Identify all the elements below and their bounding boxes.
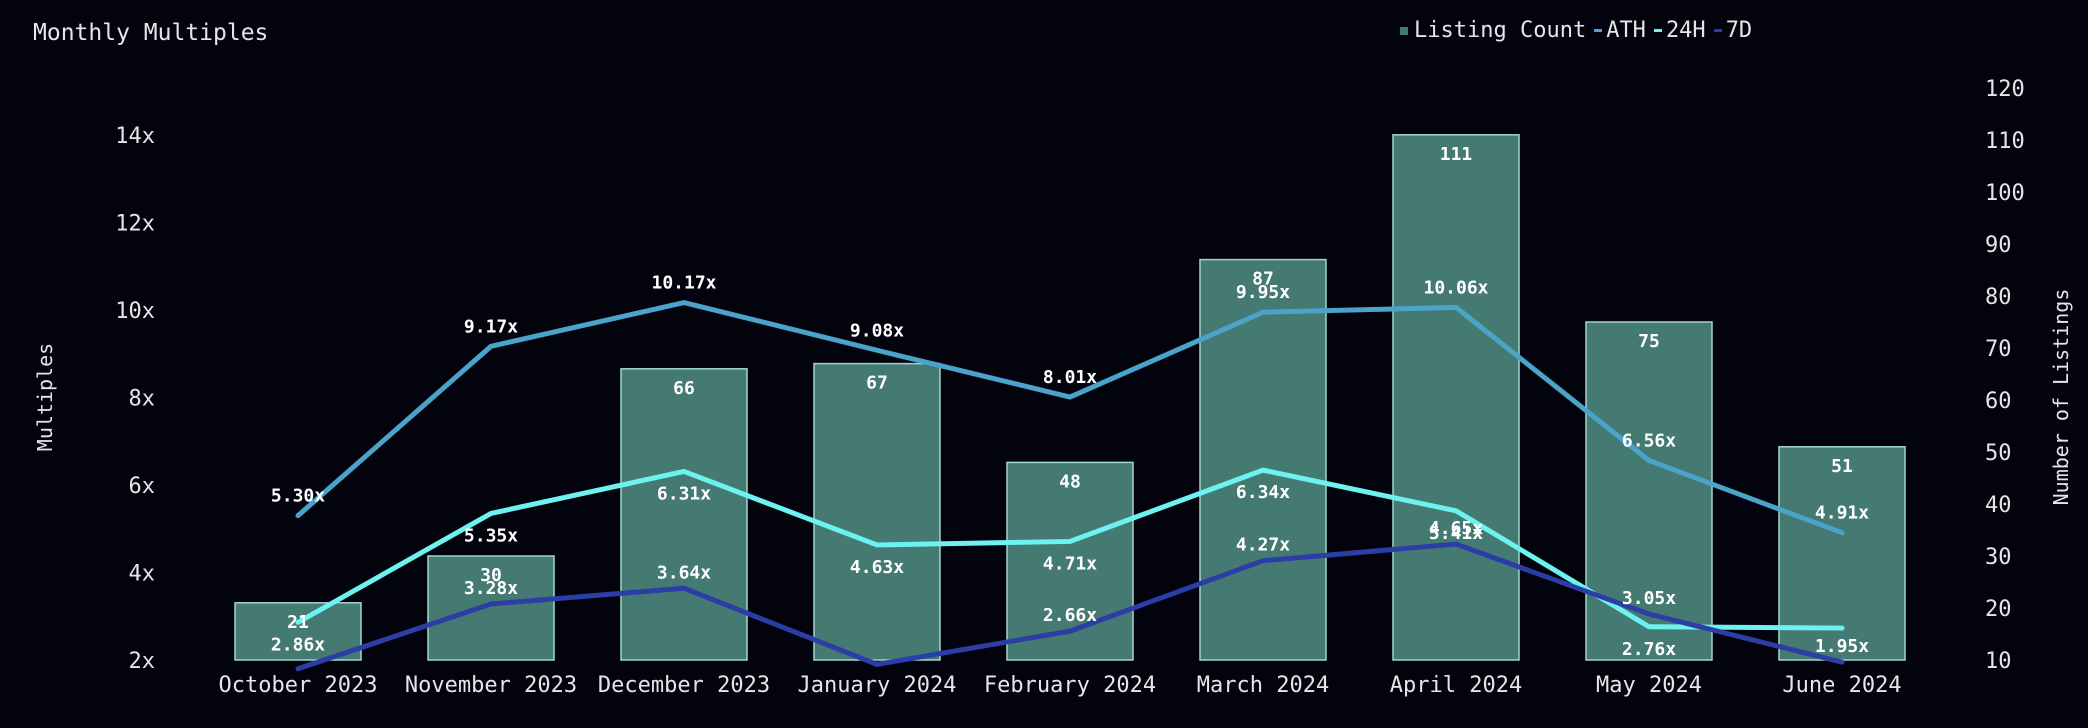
line-value-label-ath: 5.30x xyxy=(271,486,325,507)
legend-item-7d[interactable]: 7D xyxy=(1713,18,1753,43)
bar-4[interactable] xyxy=(1006,461,1134,661)
line-value-label-7d: 3.05x xyxy=(1622,588,1676,609)
legend-label: ATH xyxy=(1606,18,1646,43)
bar-value-label: 21 xyxy=(287,612,309,633)
x-tick: October 2023 xyxy=(219,673,378,698)
line-value-label-ath: 8.01x xyxy=(1043,367,1097,388)
bar-7[interactable] xyxy=(1585,321,1713,661)
chart-title: Monthly Multiples xyxy=(33,20,269,46)
legend: Listing Count ATH 24H 7D xyxy=(1400,18,1760,43)
line-value-label-7d: 1.95x xyxy=(1815,636,1869,657)
line-value-label-ath: 9.08x xyxy=(850,320,904,341)
line-value-label-7d: 4.27x xyxy=(1236,535,1290,556)
x-tick: February 2024 xyxy=(984,673,1156,698)
y-left-tick: 12x xyxy=(115,212,155,237)
x-tick: November 2023 xyxy=(405,673,577,698)
y-right-tick: 120 xyxy=(1985,77,2025,102)
y-right-axis-title: Number of Listings xyxy=(2049,289,2073,506)
x-tick: March 2024 xyxy=(1197,673,1329,698)
bar-value-label: 51 xyxy=(1831,456,1853,477)
line-value-label-7d: 3.28x xyxy=(464,578,518,599)
bar-2[interactable] xyxy=(620,368,748,661)
legend-label: Listing Count xyxy=(1414,18,1587,43)
bar-8[interactable] xyxy=(1778,446,1906,661)
bar-0[interactable] xyxy=(234,602,362,661)
y-left-tick: 14x xyxy=(115,124,155,149)
line-value-label-24h: 6.34x xyxy=(1236,482,1290,503)
line-value-label-ath: 10.06x xyxy=(1423,277,1488,298)
bar-value-label: 48 xyxy=(1059,471,1081,492)
y-right-tick: 100 xyxy=(1985,181,2025,206)
line-value-label-ath: 6.56x xyxy=(1622,431,1676,452)
y-right-tick: 10 xyxy=(1985,649,2012,674)
legend-label: 7D xyxy=(1725,18,1753,43)
bar-6[interactable] xyxy=(1392,134,1520,661)
axes-layer: 2x 4x 6x 8x 10x 12x 14x 10 20 30 40 50 60 70 80 90 100 11… xyxy=(33,77,2073,698)
line-value-label-ath: 9.95x xyxy=(1236,282,1290,303)
y-right-tick: 110 xyxy=(1985,129,2025,154)
y-left-tick: 8x xyxy=(129,387,156,412)
legend-item-listing-count[interactable]: Listing Count xyxy=(1400,18,1586,43)
y-right-tick: 20 xyxy=(1985,597,2012,622)
y-right-tick: 30 xyxy=(1985,545,2012,570)
bar-5[interactable] xyxy=(1199,258,1327,661)
line-value-label-24h: 2.76x xyxy=(1622,639,1676,660)
legend-swatch xyxy=(1653,29,1662,32)
legend-item-ath[interactable]: ATH xyxy=(1594,18,1646,43)
line-value-label-7d: 3.64x xyxy=(657,562,711,583)
bar-value-label: 30 xyxy=(480,565,502,586)
bar-layer xyxy=(234,134,1906,661)
y-left-tick: 2x xyxy=(129,649,156,674)
legend-swatch xyxy=(1400,26,1408,35)
y-right-tick: 60 xyxy=(1985,389,2012,414)
y-right-tick: 50 xyxy=(1985,441,2012,466)
x-tick: January 2024 xyxy=(798,673,957,698)
line-value-label-24h: 4.63x xyxy=(850,557,904,578)
line-layer xyxy=(295,300,1845,672)
bar-value-label: 67 xyxy=(866,373,888,394)
y-right-tick: 70 xyxy=(1985,337,2012,362)
y-left-tick: 10x xyxy=(115,299,155,324)
y-right-tick: 40 xyxy=(1985,493,2012,518)
label-layer: 21 30 66 67 48 87 111 75 51 5.30x 9.17x 10.17x 9.08x… xyxy=(271,144,1869,660)
line-value-label-24h: 4.71x xyxy=(1043,553,1097,574)
legend-label: 24H xyxy=(1665,18,1706,43)
x-tick: April 2024 xyxy=(1390,673,1522,698)
line-value-label-ath: 4.91x xyxy=(1815,503,1869,524)
bar-3[interactable] xyxy=(813,362,941,661)
legend-item-24h[interactable]: 24H xyxy=(1653,18,1706,43)
legend-swatch xyxy=(1594,29,1603,32)
x-tick: May 2024 xyxy=(1596,673,1702,698)
y-right-tick: 80 xyxy=(1985,285,2012,310)
line-7d[interactable] xyxy=(295,541,1845,672)
bar-value-label: 111 xyxy=(1440,144,1473,165)
y-right-tick: 90 xyxy=(1985,233,2012,258)
line-value-label-ath: 9.17x xyxy=(464,316,518,337)
line-value-label-ath: 10.17x xyxy=(651,273,716,294)
line-value-label-24h: 5.41x xyxy=(1429,523,1483,544)
x-tick: December 2023 xyxy=(598,673,770,698)
x-tick: June 2024 xyxy=(1782,673,1901,698)
line-value-label-24h: 2.86x xyxy=(271,634,325,655)
line-value-label-7d: 2.66x xyxy=(1043,605,1097,626)
y-left-axis-title: Multiples xyxy=(33,343,57,451)
bar-value-label: 87 xyxy=(1252,269,1274,290)
bar-value-label: 75 xyxy=(1638,331,1660,352)
line-value-label-7d: 4.65x xyxy=(1429,518,1483,539)
line-value-label-24h: 6.31x xyxy=(657,483,711,504)
y-left-tick: 4x xyxy=(129,562,156,587)
line-value-label-24h: 5.35x xyxy=(464,525,518,546)
bar-value-label: 66 xyxy=(673,378,695,399)
line-ath[interactable] xyxy=(295,300,1845,536)
y-left-tick: 6x xyxy=(129,474,156,499)
bar-1[interactable] xyxy=(427,555,555,661)
legend-swatch xyxy=(1713,29,1722,32)
